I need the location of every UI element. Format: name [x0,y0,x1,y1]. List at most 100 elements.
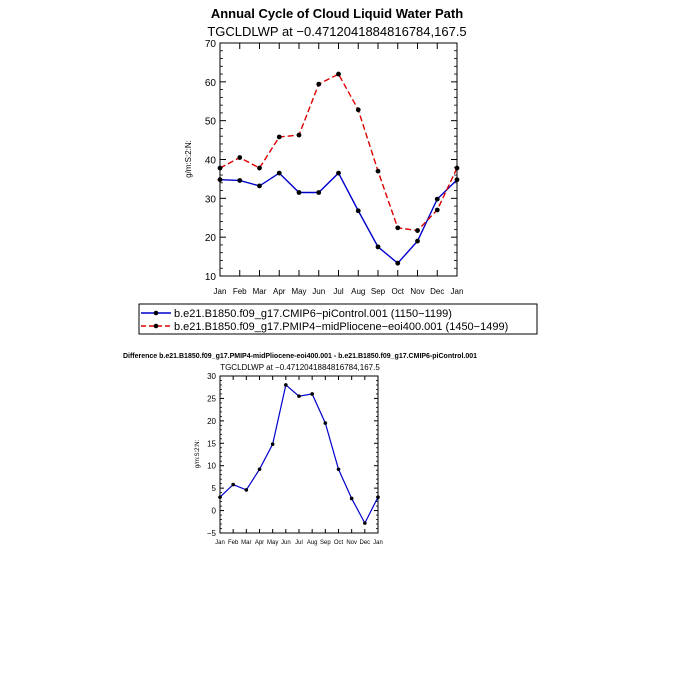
ytick-label: 10 [207,462,216,471]
xtick-label: Oct [334,540,344,546]
series-2-point [454,165,460,171]
xtick-label: Oct [392,287,405,296]
ytick-label: 30 [207,372,216,381]
legend-box [138,303,538,335]
ytick-label: 25 [207,394,216,403]
ytick-label: 15 [207,439,216,448]
chart2-title: Difference b.e21.B1850.f09_g17.PMIP4-mid… [123,353,477,360]
xtick-label: Jun [312,287,325,296]
xtick-label: May [267,540,278,546]
series-1-point [363,521,367,525]
series-1-point [376,495,380,499]
xtick-label: Nov [346,540,357,546]
ytick-label: 60 [205,78,217,89]
chart1-subtitle: TGCLDLWP at −0.4712041884816784,167.5 [207,24,466,39]
xtick-label: Jun [281,540,291,546]
series-1-point [231,482,235,487]
xtick-label: Apr [255,540,264,546]
series-1-line [219,171,458,265]
xtick-label: Mar [253,287,267,296]
series-1-line [219,383,379,525]
xtick-label: Jan [214,287,227,296]
series-2-line [219,73,458,232]
chart2-plot-frame [219,375,379,534]
series-1-point [434,196,440,202]
series-1-point [323,421,328,425]
legend-label-series-1: b.e21.B1850.f09_g17.CMIP6−piControl.001 … [174,308,452,320]
chart2-ylabel: g/m:S:2:N: [195,439,201,468]
series-1-point [310,392,314,396]
xtick-label: Sep [320,540,331,546]
ytick-label: 30 [205,194,217,205]
series-1-point [257,467,262,472]
series-1-point [276,170,282,176]
series-2-point [434,207,440,213]
ytick-label: 40 [205,156,217,167]
xtick-label: Jan [215,540,225,546]
xtick-label: Aug [351,287,365,296]
xtick-label: Dec [430,287,444,296]
difference-chart: Difference b.e21.B1850.f09_g17.PMIP4-mid… [123,353,477,546]
chart1-title: Annual Cycle of Cloud Liquid Water Path [211,6,463,21]
xtick-label: Sep [371,287,386,296]
series-2-point [415,228,420,233]
xtick-label: Nov [410,287,424,296]
xtick-label: Jul [295,540,303,546]
series-1-point [270,442,275,446]
series-1-point [349,496,354,501]
series-2-point [296,132,302,138]
xtick-label: Feb [228,540,239,546]
legend-marker-series-2 [153,323,159,329]
series-1-point [355,208,361,214]
chart2-subtitle: TGCLDLWP at −0.4712041884816784,167.5 [220,363,380,372]
xtick-label: Jan [451,287,464,296]
series-2-point [336,71,341,77]
ytick-label: −5 [207,529,217,538]
legend-marker-series-1 [153,310,159,316]
series-2-point [276,134,282,140]
xtick-label: Dec [359,540,370,546]
series-2-point [217,165,223,171]
series-1-point [297,394,301,398]
series-2-point [395,225,401,231]
ytick-label: 70 [205,39,217,50]
series-1-point [336,170,341,176]
legend-label-series-2: b.e21.B1850.f09_g17.PMIP4−midPliocene−eo… [174,321,508,333]
xtick-label: May [291,287,306,296]
series-1-point [415,238,420,244]
xtick-label: Mar [241,540,251,546]
chart1-legend: b.e21.B1850.f09_g17.CMIP6−piControl.001 … [138,303,538,335]
series-2-point [257,165,262,171]
series-1-point [217,177,223,183]
series-1-point [316,190,322,195]
xtick-label: Apr [273,287,286,296]
series-1-point [454,177,460,183]
xtick-label: Feb [233,287,247,296]
series-1-point [237,178,243,183]
series-1-point [336,467,341,472]
ytick-label: 0 [212,507,217,516]
ytick-label: 20 [205,233,217,244]
series-1-point [375,244,381,250]
series-1-point [296,190,302,195]
series-2-point [355,107,361,113]
ytick-label: 50 [205,117,217,128]
series-2-point [316,81,322,87]
ytick-label: 10 [205,272,217,283]
chart1-ylabel: g/m:S:2:N: [184,140,193,178]
series-2-point [237,155,243,160]
series-2-point [375,168,381,174]
series-1-point [284,383,288,387]
series-1-point [395,260,401,266]
annual-cycle-chart: Annual Cycle of Cloud Liquid Water Path … [138,6,538,335]
xtick-label: Aug [307,540,318,546]
series-1-point [218,495,222,499]
chart1-plot-frame [219,42,458,277]
ytick-label: 20 [207,417,216,426]
xtick-label: Jul [333,287,343,296]
xtick-label: Jan [373,540,383,546]
series-1-point [257,183,262,189]
series-1-point [244,488,249,492]
ytick-label: 5 [212,484,217,493]
